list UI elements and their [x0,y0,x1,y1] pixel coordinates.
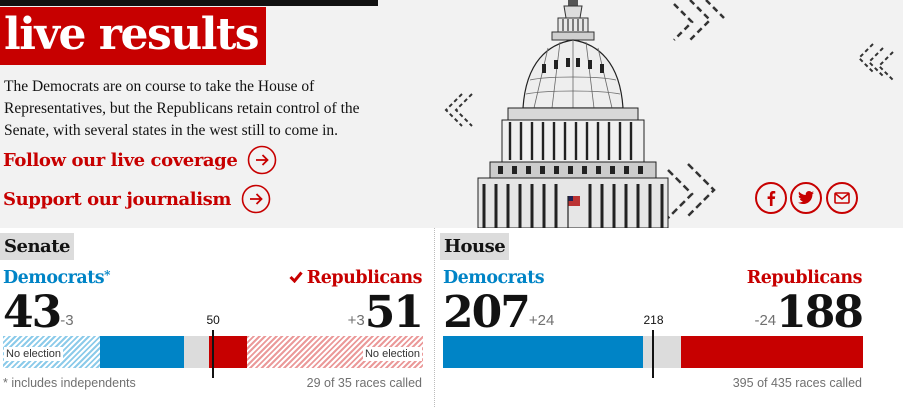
hero-banner: live results The Democrats are on course… [0,0,903,228]
arrow-right-icon [241,184,271,214]
senate-majority-line [212,330,214,378]
twitter-icon [798,191,814,204]
house-rep-change: -24 [754,312,777,329]
chevron-decoration-icon [667,163,716,219]
senate-rep-name: Republicans [289,268,423,288]
house-majority-label: 218 [643,313,664,327]
senate-rep-name-text: Republicans [306,268,423,288]
panel-divider [434,228,435,407]
house-label: House [440,233,510,260]
house-dem-won-segment [443,336,643,368]
house-rep-seats: -24188 [754,287,864,338]
title-box: live results [0,7,267,65]
email-icon [834,192,850,204]
chevron-decoration-icon [673,0,725,41]
senate-rep-won-segment [208,336,247,368]
senate-label: Senate [0,233,74,260]
support-journalism-label: Support our journalism [3,188,232,210]
senate-rep-seat-count: 51 [364,287,424,338]
house-majority-line [652,330,655,378]
top-rule [0,0,378,6]
live-coverage-link[interactable]: Follow our live coverage [3,145,277,175]
senate-dem-asterisk: * [104,268,110,282]
live-coverage-label: Follow our live coverage [3,149,238,171]
senate-dem-seat-count: 43 [3,287,62,338]
house-dem-name: Democrats [443,268,545,288]
senate-dem-name: Democrats* [3,268,110,288]
senate-results: Senate Democrats* Republicans 43-3 +351 … [0,228,430,407]
checkmark-icon [289,271,303,283]
share-twitter-button[interactable] [790,182,822,214]
house-rep-won-segment [681,336,863,368]
share-email-button[interactable] [826,182,858,214]
house-dem-change: +24 [528,312,555,329]
house-dem-seats: 207+24 [443,290,554,336]
senate-rep-change: +3 [347,312,365,329]
senate-dem-seats: 43-3 [3,290,74,336]
facebook-icon [767,191,776,206]
share-facebook-button[interactable] [755,182,787,214]
support-journalism-link[interactable]: Support our journalism [3,184,271,214]
senate-dem-change: -3 [60,312,74,329]
capitol-dome-image [477,0,669,228]
senate-majority-label: 50 [206,313,220,327]
senate-dem-name-text: Democrats [3,268,105,288]
intro-text: The Democrats are on course to take the … [4,78,360,139]
senate-dem-won-segment [99,336,184,368]
senate-rep-seats: +351 [347,287,424,338]
house-rep-seat-count: 188 [776,287,864,338]
house-results: House Democrats Republicans 207+24 -2418… [440,228,870,407]
senate-dem-no-election-label: No election [4,347,64,361]
house-races-called: 395 of 435 races called [732,376,862,390]
senate-rep-no-election-label: No election [362,347,422,361]
senate-footnote: * includes independents [3,376,136,390]
senate-races-called: 29 of 35 races called [306,376,422,390]
house-rep-name: Republicans [746,268,863,288]
house-dem-seat-count: 207 [443,287,531,338]
chevron-decoration-icon [857,43,894,81]
chevron-decoration-icon [444,93,473,127]
arrow-right-icon [248,145,277,175]
page-title: live results [4,9,260,60]
